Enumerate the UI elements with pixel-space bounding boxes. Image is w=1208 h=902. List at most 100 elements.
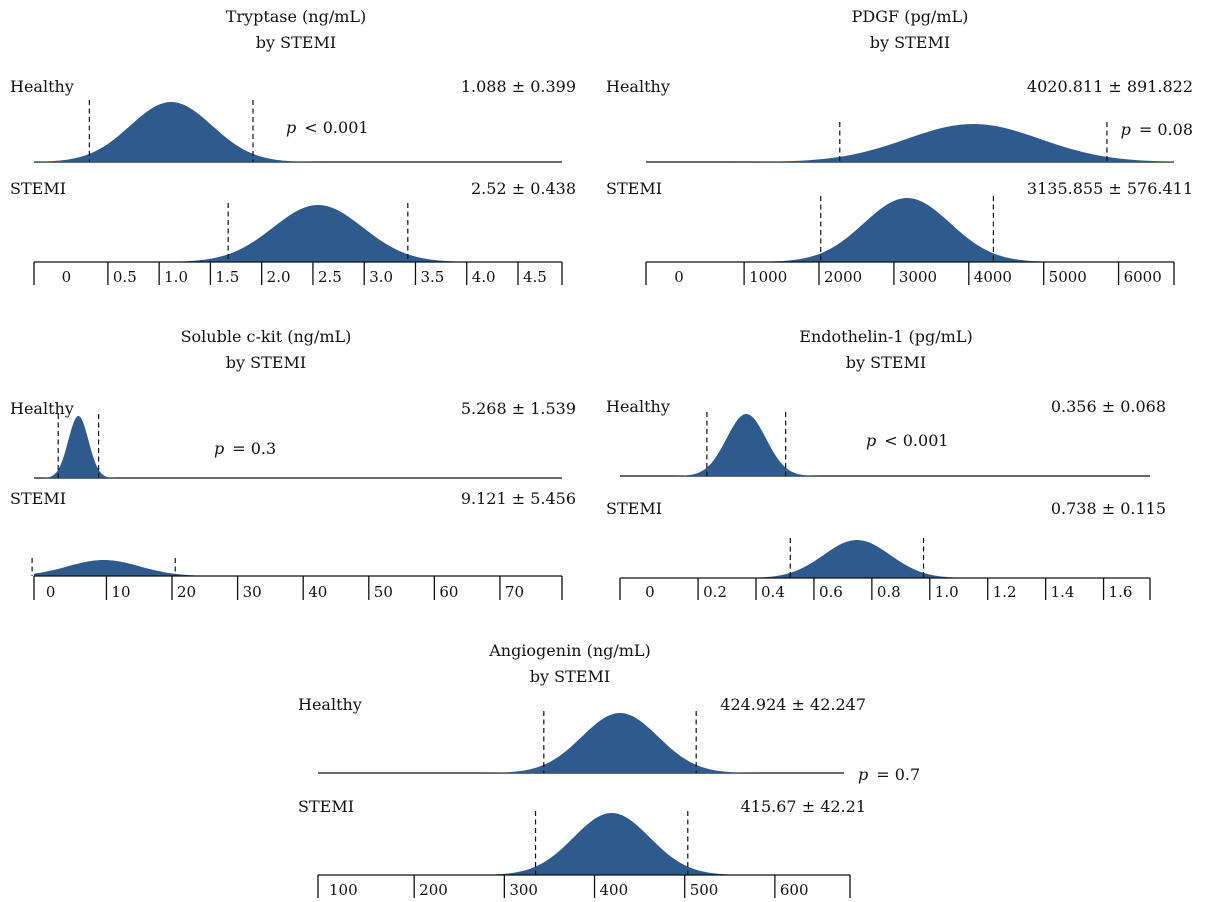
x-tick-label: 0	[62, 268, 72, 286]
p-symbol: p	[1121, 120, 1131, 139]
x-tick-label: 4.5	[523, 268, 547, 286]
stat-healthy: 4020.811 ± 891.822	[1027, 77, 1193, 96]
group-label-stemi: STEMI	[606, 499, 662, 518]
x-tick-label: 300	[509, 881, 538, 899]
x-tick-label: 400	[600, 881, 629, 899]
group-label-stemi: STEMI	[606, 179, 662, 198]
p-value-annotation: p < 0.001	[286, 118, 369, 137]
stat-stemi: 415.67 ± 42.21	[741, 797, 866, 816]
panel-tryptase: Tryptase (ng/mL) by STEMI Healthy 1.088 …	[10, 7, 576, 286]
p-value-annotation: p < 0.001	[866, 431, 949, 450]
stat-healthy: 424.924 ± 42.247	[720, 695, 866, 714]
x-tick-label: 600	[780, 881, 809, 899]
x-tick-label: 6000	[1124, 268, 1162, 286]
x-tick-label: 1.4	[1051, 583, 1075, 601]
x-tick-label: 4000	[974, 268, 1012, 286]
x-tick-label: 1.0	[164, 268, 188, 286]
density-curve-healthy	[34, 102, 335, 162]
p-value: = 0.7	[876, 765, 920, 784]
density-curve-healthy	[706, 124, 1174, 162]
p-value-annotation: p = 0.08	[1121, 120, 1193, 139]
x-tick-label: 30	[243, 583, 262, 601]
stat-stemi: 0.738 ± 0.115	[1051, 499, 1166, 518]
panel-subtitle: by STEMI	[530, 667, 610, 686]
p-value: < 0.001	[304, 118, 368, 137]
panel-title: Angiogenin (ng/mL)	[488, 641, 651, 660]
group-label-stemi: STEMI	[298, 797, 354, 816]
x-tick-label: 500	[690, 881, 719, 899]
p-value-annotation: p = 0.3	[214, 439, 276, 458]
p-value: < 0.001	[884, 431, 948, 450]
panel-title: Endothelin-1 (pg/mL)	[799, 327, 972, 346]
x-tick-label: 0.6	[819, 583, 843, 601]
panel-soluble-c-kit: Soluble c-kit (ng/mL) by STEMI Healthy 5…	[10, 327, 576, 601]
density-curve-stemi	[34, 560, 247, 576]
group-label-stemi: STEMI	[10, 179, 66, 198]
x-tick-label: 0.4	[761, 583, 785, 601]
stat-stemi: 3135.855 ± 576.411	[1027, 179, 1193, 198]
x-tick-label: 1.2	[993, 583, 1017, 601]
panel-angiogenin: Angiogenin (ng/mL) by STEMI Healthy 424.…	[298, 641, 920, 899]
x-tick-label: 4.0	[472, 268, 496, 286]
x-tick-label: 1.6	[1109, 583, 1133, 601]
density-curve-stemi	[459, 813, 764, 875]
panel-title: PDGF (pg/mL)	[852, 7, 969, 26]
density-curve-healthy	[467, 713, 773, 773]
p-value: = 0.08	[1139, 120, 1193, 139]
x-tick-label: 0	[645, 583, 655, 601]
x-tick-label: 1.0	[935, 583, 959, 601]
x-tick-label: 50	[374, 583, 393, 601]
x-tick-label: 5000	[1049, 268, 1087, 286]
group-label-healthy: Healthy	[606, 77, 670, 96]
panel-title: Soluble c-kit (ng/mL)	[181, 327, 352, 346]
stat-stemi: 9.121 ± 5.456	[461, 489, 576, 508]
x-tick-label: 0.8	[877, 583, 901, 601]
x-tick-label: 3.0	[369, 268, 393, 286]
x-tick-label: 1000	[749, 268, 787, 286]
panel-endothelin-1: Endothelin-1 (pg/mL) by STEMI Healthy 0.…	[606, 327, 1166, 601]
group-label-healthy: Healthy	[10, 399, 74, 418]
x-tick-label: 1.5	[215, 268, 239, 286]
panel-subtitle: by STEMI	[256, 33, 336, 52]
panel-subtitle: by STEMI	[226, 353, 306, 372]
stat-healthy: 5.268 ± 1.539	[461, 399, 576, 418]
panel-title: Tryptase (ng/mL)	[226, 7, 367, 26]
x-tick-label: 2000	[824, 268, 862, 286]
x-tick-label: 60	[439, 583, 458, 601]
stat-healthy: 1.088 ± 0.399	[461, 77, 576, 96]
density-curve-stemi	[138, 205, 498, 262]
p-value-annotation: p = 0.7	[858, 765, 920, 784]
x-tick-label: 20	[177, 583, 196, 601]
x-tick-label: 0.5	[113, 268, 137, 286]
group-label-healthy: Healthy	[298, 695, 362, 714]
density-curve-healthy	[38, 416, 119, 478]
p-symbol: p	[286, 118, 296, 137]
p-symbol: p	[866, 431, 876, 450]
group-label-stemi: STEMI	[10, 489, 66, 508]
x-tick-label: 70	[505, 583, 524, 601]
stat-stemi: 2.52 ± 0.438	[471, 179, 576, 198]
x-tick-label: 2.0	[267, 268, 291, 286]
x-tick-label: 100	[329, 881, 358, 899]
panel-subtitle: by STEMI	[870, 33, 950, 52]
p-symbol: p	[214, 439, 224, 458]
density-curve-healthy	[667, 414, 826, 476]
x-tick-label: 0.2	[703, 583, 727, 601]
group-label-healthy: Healthy	[10, 77, 74, 96]
p-symbol: p	[858, 765, 868, 784]
x-tick-label: 0	[46, 583, 56, 601]
density-curve-stemi	[734, 198, 1080, 262]
panel-pdgf: PDGF (pg/mL) by STEMI Healthy 4020.811 ±…	[606, 7, 1193, 286]
density-curve-stemi	[723, 540, 991, 578]
panel-subtitle: by STEMI	[846, 353, 926, 372]
x-tick-label: 10	[111, 583, 130, 601]
p-value: = 0.3	[232, 439, 276, 458]
x-tick-label: 40	[308, 583, 327, 601]
x-tick-label: 200	[419, 881, 448, 899]
x-tick-label: 3.5	[420, 268, 444, 286]
x-tick-label: 0	[674, 268, 684, 286]
x-tick-label: 3000	[899, 268, 937, 286]
x-tick-label: 2.5	[318, 268, 342, 286]
group-label-healthy: Healthy	[606, 397, 670, 416]
